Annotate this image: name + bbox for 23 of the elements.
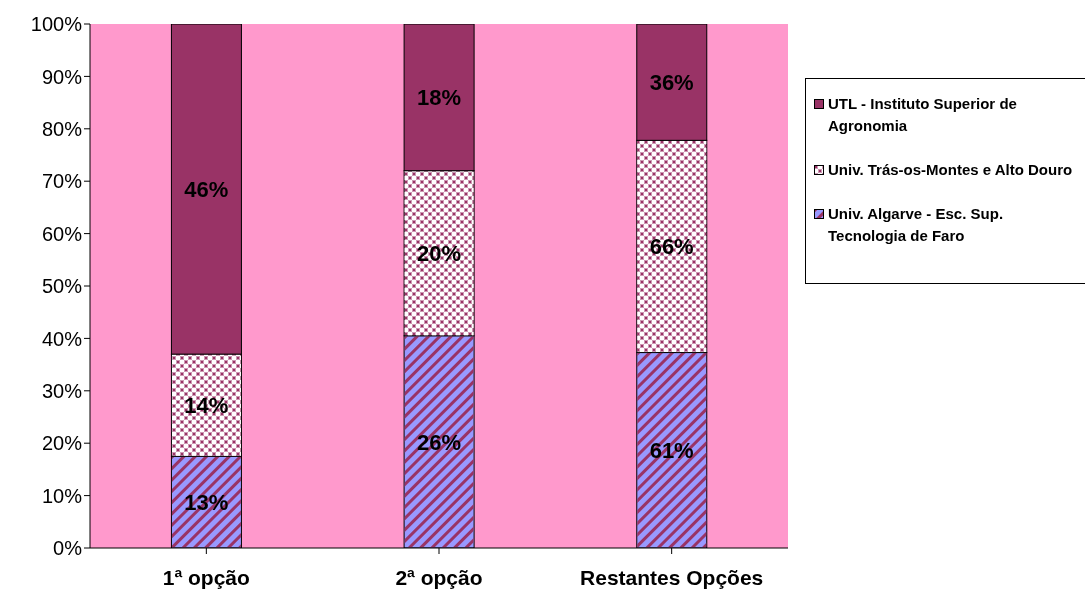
y-tick-label: 0% [53,537,83,560]
y-tick-label: 100% [30,13,83,36]
annotation: 66% [649,234,694,260]
x-tick-label: 1ª opção [162,565,250,589]
x-tick-label: Restantes Opções [580,565,764,589]
legend-label: UTL - Instituto Superior de Agronomia [828,94,1018,136]
annotation: 14% [184,393,229,419]
y-tick-label: 10% [41,484,83,507]
y-tick-label: 70% [41,170,83,193]
y-tick-label: 30% [41,379,83,402]
y-tick-label: 50% [41,275,83,298]
annotation: 46% [184,176,229,202]
y-tick-label: 80% [41,117,83,140]
legend-label: Univ. Trás-os-Montes e Alto Douro [828,160,1073,180]
annotation: 20% [416,241,462,267]
annotation: 36% [649,69,694,95]
y-tick-label: 90% [41,65,83,88]
y-tick-label: 40% [41,327,83,350]
y-tick-label: 60% [41,222,83,245]
legend-label: Univ. Algarve - Esc. Sup. Tecnologia de Faro [828,204,1005,246]
x-tick-label: 2ª opção [395,565,483,589]
annotation: 18% [416,85,462,111]
y-tick-label: 20% [41,432,83,455]
